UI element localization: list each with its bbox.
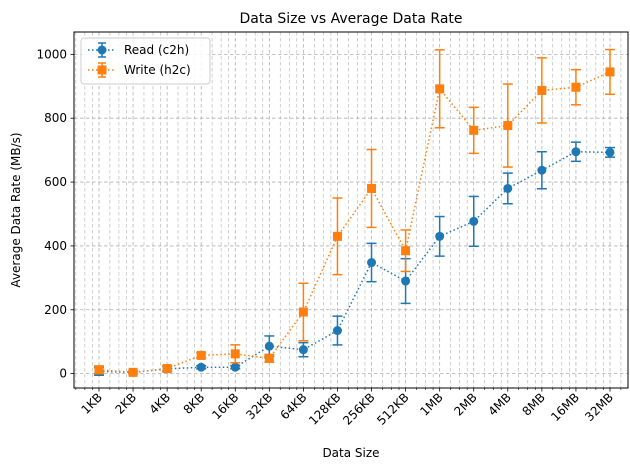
data-point	[401, 246, 411, 256]
y-tick-label: 400	[44, 239, 67, 253]
data-point	[537, 85, 547, 95]
legend: Read (c2h) Write (h2c)	[80, 37, 211, 85]
x-axis-label: Data Size	[322, 446, 379, 460]
data-point	[94, 365, 104, 375]
data-point	[503, 121, 513, 131]
data-point	[162, 364, 172, 374]
data-point	[298, 345, 308, 355]
series-layer	[94, 48, 615, 377]
data-point	[537, 165, 547, 175]
legend-item-read: Read (c2h)	[88, 42, 189, 58]
y-tick-label: 600	[44, 175, 67, 189]
data-point	[196, 362, 206, 372]
data-point	[230, 349, 240, 359]
data-point	[264, 353, 274, 363]
legend-label: Write (h2c)	[124, 63, 191, 77]
series-write	[94, 48, 615, 377]
data-point	[469, 125, 479, 135]
y-tick-label: 200	[44, 303, 67, 317]
data-point	[435, 84, 445, 94]
data-point	[367, 258, 377, 268]
series-line	[98, 150, 611, 374]
data-point	[469, 216, 479, 226]
data-point	[571, 147, 581, 157]
data-point	[128, 367, 138, 377]
legend-marker	[97, 65, 107, 75]
data-point	[435, 231, 445, 241]
data-point	[332, 326, 342, 336]
data-point	[401, 276, 411, 286]
data-point	[196, 350, 206, 360]
data-point	[264, 341, 274, 351]
legend-item-write: Write (h2c)	[88, 62, 191, 78]
y-tick-label: 0	[59, 367, 67, 381]
data-point	[230, 362, 240, 372]
y-axis-label: Average Data Rate (MB/s)	[9, 132, 23, 287]
data-point	[367, 183, 377, 193]
data-point	[571, 82, 581, 92]
data-point	[298, 307, 308, 317]
data-point	[605, 67, 615, 77]
data-point	[503, 183, 513, 193]
y-tick-label: 800	[44, 111, 67, 125]
plot-frame	[73, 31, 629, 389]
legend-marker	[97, 45, 107, 55]
legend-label: Read (c2h)	[124, 43, 189, 57]
y-tick-label: 1000	[36, 47, 67, 61]
data-point	[605, 147, 615, 157]
chart-title: Data Size vs Average Data Rate	[239, 11, 462, 27]
data-point	[332, 231, 342, 241]
series-read	[94, 141, 615, 377]
